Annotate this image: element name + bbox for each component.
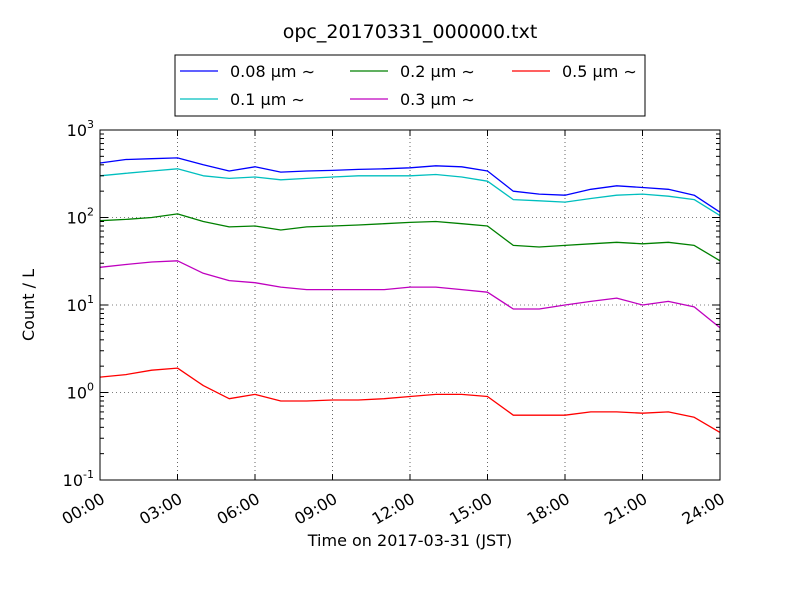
series-line [99, 367, 721, 433]
grid-lines [100, 130, 720, 480]
y-tick-label: 100 [67, 381, 94, 403]
x-tick-label: 21:00 [601, 489, 650, 529]
chart-title: opc_20170331_000000.txt [283, 21, 538, 43]
x-tick-label: 12:00 [369, 489, 418, 529]
y-tick-label: 103 [67, 118, 94, 140]
series-line [99, 213, 721, 262]
legend: 0.08 μm ∼ 0.1 μm ∼ 0.2 μm ∼ 0.3 μm ∼ 0.5 μm … [174, 54, 646, 117]
x-tick-label: 00:00 [59, 489, 108, 529]
x-tick-label: 18:00 [524, 489, 573, 529]
legend-label: 0.5 μm ∼ [562, 62, 637, 81]
series-layer [99, 157, 721, 433]
legend-label: 0.2 μm ∼ [400, 62, 475, 81]
series-line [99, 168, 721, 217]
x-tick-label: 15:00 [446, 489, 495, 529]
y-tick-labels: 10-1 100 101 102 103 [63, 118, 94, 490]
series-line [99, 157, 721, 213]
legend-box [174, 54, 646, 117]
axis-ticks [99, 129, 721, 481]
y-tick-label: 10-1 [63, 468, 94, 490]
y-tick-label: 102 [67, 206, 94, 228]
x-tick-label: 24:00 [679, 489, 728, 529]
x-tick-label: 06:00 [214, 489, 263, 529]
x-tick-label: 09:00 [291, 489, 340, 529]
legend-label: 0.3 μm ∼ [400, 90, 475, 109]
y-tick-label: 101 [67, 293, 94, 315]
x-tick-labels: 00:00 03:00 06:00 09:00 12:00 15:00 18:00 21:00… [59, 489, 728, 529]
x-tick-label: 03:00 [136, 489, 185, 529]
y-axis-label: Count / L [19, 269, 38, 341]
series-line [99, 260, 721, 329]
legend-label: 0.08 μm ∼ [230, 62, 315, 81]
legend-label: 0.1 μm ∼ [230, 90, 305, 109]
x-axis-label: Time on 2017-03-31 (JST) [307, 531, 512, 550]
